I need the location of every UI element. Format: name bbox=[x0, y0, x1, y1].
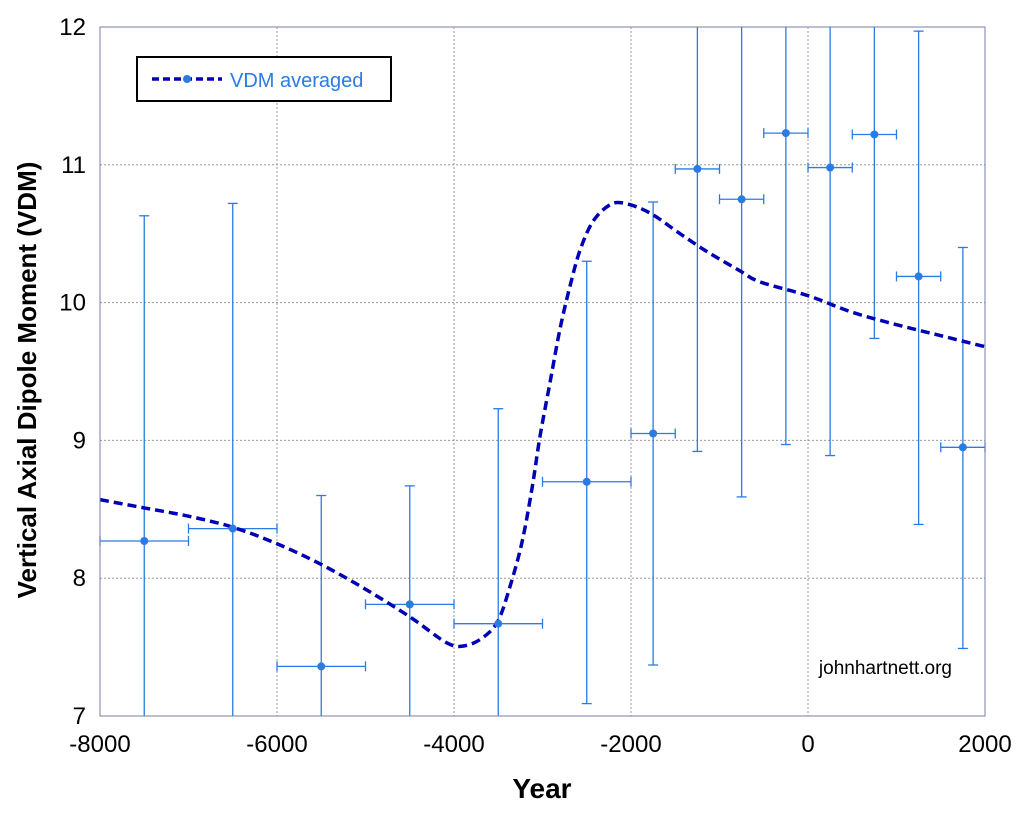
y-tick-label: 12 bbox=[59, 14, 86, 41]
data-point bbox=[737, 195, 746, 204]
y-axis-label: Vertical Axial Dipole Moment (VDM) bbox=[12, 162, 42, 599]
x-tick-label: 0 bbox=[801, 731, 814, 758]
data-point bbox=[228, 524, 237, 533]
y-tick-label: 10 bbox=[59, 290, 86, 317]
curve-layer bbox=[99, 200, 986, 649]
data-point bbox=[405, 600, 414, 609]
x-tick-label: -6000 bbox=[246, 731, 307, 758]
x-axis-label: Year bbox=[512, 773, 571, 804]
y-tick-label: 11 bbox=[61, 152, 86, 179]
x-tick-label: 2000 bbox=[958, 731, 1011, 758]
plot-frame bbox=[99, 26, 986, 717]
data-point bbox=[781, 129, 790, 138]
y-tick-label: 8 bbox=[73, 565, 86, 592]
grid bbox=[100, 27, 985, 716]
points-layer bbox=[140, 129, 967, 671]
data-point bbox=[317, 662, 326, 671]
x-tick-label: -8000 bbox=[69, 731, 130, 758]
data-point bbox=[140, 536, 149, 545]
x-tick-label: -4000 bbox=[423, 731, 484, 758]
legend-label: VDM averaged bbox=[230, 70, 363, 92]
x-tick-labels: -8000 -6000 -4000 -2000 0 2000 bbox=[69, 731, 1011, 758]
error-bars bbox=[99, 27, 986, 716]
x-tick-label: -2000 bbox=[600, 731, 661, 758]
data-point bbox=[693, 164, 702, 173]
data-point bbox=[582, 477, 591, 486]
data-point bbox=[649, 429, 658, 438]
data-point bbox=[826, 163, 835, 172]
vdm-averaged-line bbox=[99, 200, 986, 649]
y-tick-labels: 7 8 9 10 11 12 bbox=[59, 14, 86, 730]
data-point bbox=[870, 130, 879, 139]
data-point bbox=[958, 443, 967, 452]
data-point bbox=[494, 619, 503, 628]
watermark: johnhartnett.org bbox=[818, 658, 952, 679]
legend: VDM averaged bbox=[136, 56, 392, 102]
y-tick-label: 7 bbox=[73, 703, 86, 730]
y-tick-label: 9 bbox=[73, 427, 86, 454]
data-point bbox=[914, 272, 923, 281]
legend-marker bbox=[183, 75, 191, 83]
